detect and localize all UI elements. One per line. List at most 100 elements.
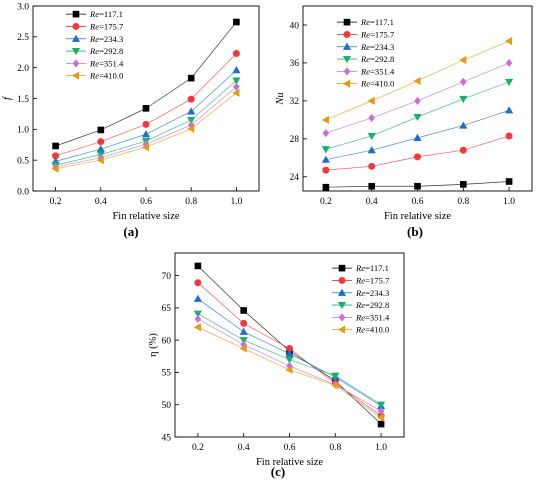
data-point-292.8	[232, 77, 241, 85]
legend-value: =175.7	[370, 29, 395, 39]
legend-marker-351.4	[338, 313, 346, 322]
legend-value: =175.7	[99, 21, 124, 31]
y-tick-label: 3.0	[17, 2, 29, 12]
data-point-292.8	[193, 310, 202, 318]
data-point-117.1	[368, 182, 375, 190]
x-tick-label: 1.0	[503, 197, 515, 207]
data-point-117.1	[187, 74, 195, 82]
legend-entry: Re=410.0	[360, 79, 394, 89]
legend-value: =292.8	[99, 46, 123, 56]
legend-prefix: Re	[355, 325, 365, 335]
x-tick-label: 0.8	[457, 197, 469, 207]
legend-value: =410.0	[99, 71, 123, 81]
legend-value: =234.3	[370, 42, 394, 52]
legend-marker-175.7	[72, 22, 80, 30]
data-point-292.8	[285, 356, 294, 364]
data-point-175.7	[459, 146, 467, 154]
data-point-175.7	[368, 162, 376, 170]
legend-entry: Re=234.3	[89, 34, 123, 44]
data-point-175.7	[97, 138, 105, 146]
legend-value: =410.0	[370, 79, 394, 89]
x-tick-label: 1.0	[230, 197, 242, 207]
data-point-234.3	[193, 294, 202, 302]
x-tick-label: 0.8	[185, 197, 197, 207]
legend-value: =117.1	[370, 17, 394, 27]
legend-entry: Re=351.4	[360, 66, 395, 76]
legend-entry: Re=234.3	[360, 42, 394, 52]
legend-prefix: Re	[360, 29, 370, 39]
data-point-234.3	[367, 146, 376, 154]
legend-marker-234.3	[337, 288, 347, 296]
y-tick-label: 2.5	[17, 33, 29, 43]
data-point-175.7	[187, 95, 195, 103]
data-point-410.0	[232, 88, 240, 98]
data-point-234.3	[285, 349, 294, 357]
legend-prefix: Re	[355, 300, 365, 310]
data-point-292.8	[321, 146, 330, 154]
data-point-234.3	[459, 121, 468, 129]
x-tick-label: 0.4	[95, 197, 107, 207]
data-point-410.0	[285, 365, 293, 374]
y-tick-label: 36	[290, 59, 300, 69]
data-point-351.4	[377, 407, 385, 416]
y-tick-label: 24	[290, 173, 300, 183]
legend-prefix: Re	[89, 46, 99, 56]
data-point-175.7	[414, 153, 421, 161]
data-point-117.1	[460, 181, 467, 188]
legend-value: =410.0	[365, 325, 389, 335]
legend-prefix: Re	[355, 275, 365, 285]
x-tick-label: 0.4	[238, 443, 250, 453]
legend-value: =175.7	[365, 275, 390, 285]
legend-entry: Re=175.7	[360, 29, 395, 39]
data-point-175.7	[194, 279, 202, 287]
x-tick-label: 0.6	[412, 197, 424, 207]
legend-marker-351.4	[343, 67, 351, 76]
data-point-351.4	[368, 113, 375, 123]
data-point-410.0	[141, 143, 150, 152]
data-point-117.1	[322, 183, 330, 191]
legend-value: =351.4	[370, 66, 395, 76]
data-point-410.0	[187, 124, 195, 133]
y-tick-label: 70	[162, 272, 172, 282]
data-point-410.0	[459, 55, 467, 65]
data-point-410.0	[505, 37, 513, 46]
data-point-117.1	[97, 126, 105, 134]
data-point-117.1	[233, 18, 240, 26]
series-line-117.1	[197, 265, 382, 425]
data-point-351.4	[286, 361, 293, 371]
legend-entry: Re=292.8	[355, 300, 389, 310]
legend-entry: Re=292.8	[89, 46, 123, 56]
data-point-292.8	[331, 372, 340, 380]
series-line-410.0	[197, 326, 382, 418]
legend-value: =117.1	[99, 9, 123, 19]
data-point-410.0	[331, 381, 339, 390]
legend-entry: Re=175.7	[355, 275, 390, 285]
data-point-175.7	[240, 319, 248, 327]
y-tick-label: 1.0	[17, 126, 29, 136]
data-point-117.1	[414, 182, 421, 190]
panel-label: (b)	[407, 224, 423, 239]
legend-value: =234.3	[365, 288, 389, 298]
chart-panel-b: 0.2 0.4 0.6 0.8 1.0 24 28 32 36 40 Fin relative si…	[275, 5, 533, 239]
data-point-292.8	[187, 117, 196, 125]
data-point-234.3	[321, 155, 330, 163]
legend-entry: Re=351.4	[355, 312, 390, 322]
legend-marker-117.1	[343, 18, 351, 26]
data-point-351.4	[414, 96, 421, 105]
data-point-175.7	[142, 120, 150, 128]
legend-prefix: Re	[89, 9, 99, 19]
data-point-175.7	[232, 49, 240, 57]
x-tick-label: 1.0	[375, 443, 387, 453]
legend: Re=117.1Re=175.7Re=234.3Re=292.8Re=351.4…	[337, 17, 395, 89]
data-point-234.3	[239, 327, 248, 335]
legend-marker-410.0	[337, 325, 346, 334]
x-axis-label: Fin relative size	[384, 211, 451, 222]
x-tick-label: 0.6	[284, 443, 296, 453]
y-axis-label: η (%)	[148, 333, 159, 357]
data-point-117.1	[142, 105, 150, 112]
data-point-117.1	[377, 420, 385, 428]
legend-prefix: Re	[355, 288, 365, 298]
data-point-234.3	[232, 66, 241, 74]
legend-marker-410.0	[71, 71, 80, 80]
